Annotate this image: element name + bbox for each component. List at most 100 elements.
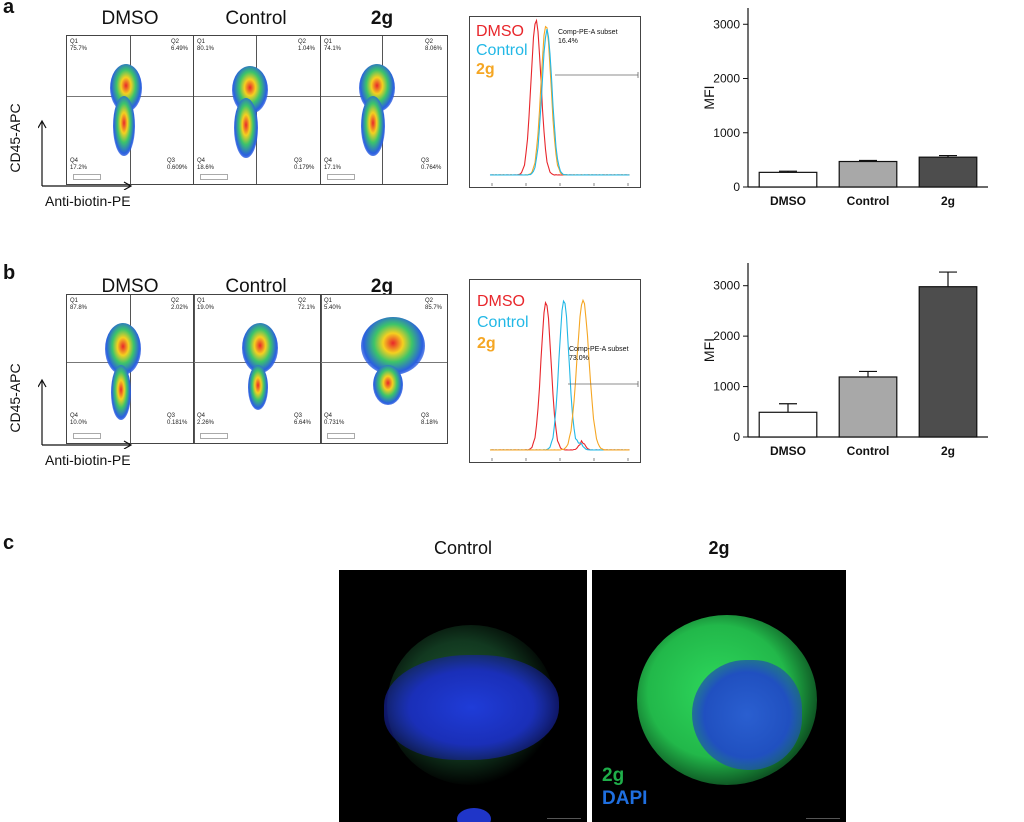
quadrant-q2: Q2 1.04% xyxy=(298,39,316,52)
gate-line xyxy=(194,295,195,443)
x-axis-label: Anti-biotin-PE xyxy=(45,452,131,468)
facs-title: 2g xyxy=(370,8,394,29)
histogram-b xyxy=(469,279,641,463)
histogram-a xyxy=(469,16,641,188)
gate-legend-box xyxy=(327,174,355,180)
quadrant-q1: Q1 19.0% xyxy=(197,298,215,311)
density-cloud xyxy=(113,96,135,156)
legend-control: Control xyxy=(476,42,528,59)
gate-legend-box xyxy=(200,433,228,439)
quadrant-q1: Q1 87.8% xyxy=(70,298,88,311)
facs-plot: Q1 87.8% Q2 2.02% Q4 10.0% Q3 0.181% xyxy=(66,294,194,444)
quadrant-q3: Q3 0.179% xyxy=(294,158,315,171)
quadrant-q1: Q1 80.1% xyxy=(197,39,215,52)
density-cloud xyxy=(248,365,268,410)
legend-dmso: DMSO xyxy=(477,293,525,310)
y-tick-label: 1000 xyxy=(713,126,740,140)
legend-2g: 2g xyxy=(476,61,495,78)
quadrant-q2: Q2 8.06% xyxy=(425,39,443,52)
category-label: Control xyxy=(847,194,890,208)
quadrant-q2: Q2 6.49% xyxy=(171,39,189,52)
scale-bar xyxy=(547,818,581,819)
gate-legend-box xyxy=(73,433,101,439)
y-axis-label: MFI xyxy=(701,338,717,362)
facs-title: DMSO xyxy=(101,276,159,297)
facs-plot: Q1 80.1% Q2 1.04% Q4 18.6% Q3 0.179% xyxy=(193,35,321,185)
quadrant-q3: Q3 8.18% xyxy=(421,413,439,426)
density-cloud xyxy=(242,323,278,373)
quadrant-q4: Q4 18.6% xyxy=(197,158,215,171)
gate-legend-box xyxy=(327,433,355,439)
bar-control xyxy=(838,160,898,188)
y-axis-label: CD45-APC xyxy=(7,103,23,173)
micro-title: 2g xyxy=(708,538,730,558)
quadrant-q2: Q2 2.02% xyxy=(171,298,189,311)
y-tick-label: 2000 xyxy=(713,329,740,343)
y-tick-label: 3000 xyxy=(713,17,740,31)
category-label: DMSO xyxy=(770,194,806,208)
gate-legend-box xyxy=(200,174,228,180)
cell-nucleus xyxy=(692,660,802,770)
bar-dmso xyxy=(758,411,818,438)
micro-title: Control xyxy=(433,538,493,558)
facs-row-a: Q1 75.7% Q2 6.49% Q4 17.2% Q3 0.609% Q1 80.1% Q2 1.… xyxy=(66,35,448,185)
bar-control xyxy=(838,376,898,438)
gate-legend-box xyxy=(73,174,101,180)
y-axis-label: CD45-APC xyxy=(7,363,23,433)
y-tick-label: 3000 xyxy=(713,279,740,293)
panel-label-b: b xyxy=(3,262,16,284)
quadrant-q1: Q1 75.7% xyxy=(70,39,88,52)
scale-bar xyxy=(806,818,840,819)
panel-label-c: c xyxy=(3,532,15,554)
quadrant-q4: Q4 0.731% xyxy=(324,413,345,426)
y-tick-label: 1000 xyxy=(713,380,740,394)
x-axis-label: Anti-biotin-PE xyxy=(45,193,131,209)
facs-plot: Q1 5.40% Q2 85.7% Q4 0.731% Q3 8.18% xyxy=(320,294,448,444)
quadrant-q3: Q3 0.764% xyxy=(421,158,442,171)
bar-2g xyxy=(918,156,978,188)
y-tick-label: 0 xyxy=(733,430,740,444)
facs-row-b: Q1 87.8% Q2 2.02% Q4 10.0% Q3 0.181% Q1 19.0% Q2 72… xyxy=(66,294,448,444)
bar-chart-b: 0 1000 2000 3000 MFI DMSO Control 2g xyxy=(701,263,988,458)
facs-title: Control xyxy=(225,276,287,297)
quadrant-q4: Q4 10.0% xyxy=(70,413,88,426)
gate-line xyxy=(321,295,322,443)
density-cloud xyxy=(361,96,385,156)
legend-dmso: DMSO xyxy=(476,23,524,40)
axis-arrows-a xyxy=(37,118,138,195)
category-label: 2g xyxy=(941,194,955,208)
legend-dapi: DAPI xyxy=(602,788,648,809)
legend-2g: 2g xyxy=(477,335,496,352)
quadrant-q3: Q3 0.609% xyxy=(167,158,188,171)
density-cloud xyxy=(111,365,131,420)
facs-plot: Q1 19.0% Q2 72.1% Q4 2.26% Q3 6.64% xyxy=(193,294,321,444)
quadrant-q2: Q2 72.1% xyxy=(298,298,316,311)
gate-annotation: Comp-PE-A subset 16.4% xyxy=(558,29,618,45)
category-label: DMSO xyxy=(770,444,806,458)
axis-arrows-b xyxy=(37,377,138,454)
micrograph-2g: 2g DAPI xyxy=(592,570,846,822)
quadrant-q4: Q4 17.1% xyxy=(324,158,342,171)
bar-2g xyxy=(918,286,978,438)
density-cloud xyxy=(373,365,403,405)
legend-control: Control xyxy=(477,314,529,331)
nucleus-fragment xyxy=(457,808,491,822)
y-tick-label: 0 xyxy=(733,180,740,194)
panel-label-a: a xyxy=(3,0,15,18)
facs-title: 2g xyxy=(370,276,394,297)
legend-2g: 2g xyxy=(602,765,625,786)
histogram-curve xyxy=(489,28,630,176)
bar-dmso xyxy=(758,171,818,188)
cell-nucleus xyxy=(384,655,559,760)
quadrant-q1: Q1 74.1% xyxy=(324,39,342,52)
gate-annotation: Comp-PE-A subset 73.0% xyxy=(569,346,629,362)
quadrant-q2: Q2 85.7% xyxy=(425,298,443,311)
category-label: Control xyxy=(847,444,890,458)
y-axis-label: MFI xyxy=(701,85,717,109)
quadrant-q4: Q4 2.26% xyxy=(197,413,215,426)
bar-chart-a: 0 1000 2000 3000 MFI DMSO Control 2g xyxy=(701,8,988,208)
y-tick-label: 2000 xyxy=(713,72,740,86)
facs-plot: Q1 74.1% Q2 8.06% Q4 17.1% Q3 0.764% xyxy=(320,35,448,185)
facs-title: DMSO xyxy=(101,8,159,29)
quadrant-q4: Q4 17.2% xyxy=(70,158,88,171)
